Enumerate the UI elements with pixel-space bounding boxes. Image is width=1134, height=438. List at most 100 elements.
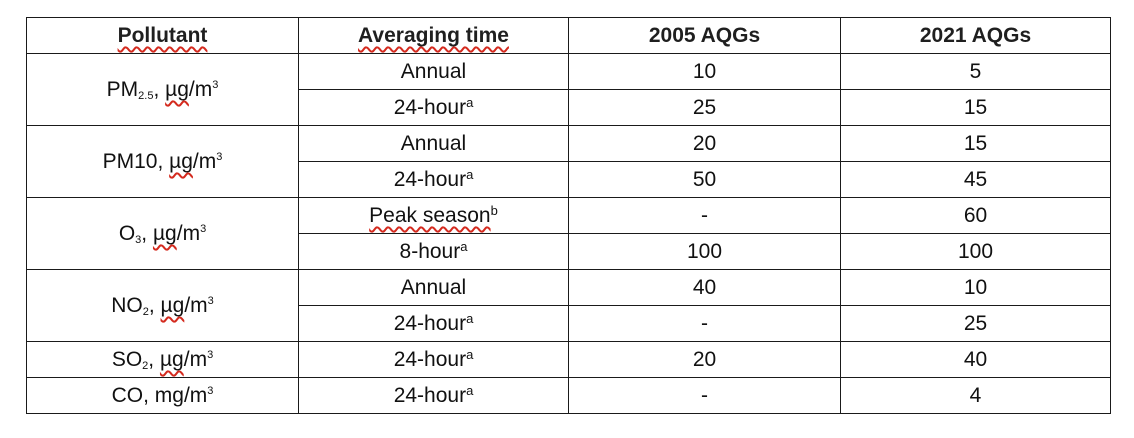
header-averaging-time: Averaging time bbox=[298, 17, 569, 54]
aqg-2005-value: 25 bbox=[568, 89, 841, 126]
aqg-2005-value: - bbox=[568, 197, 841, 234]
pollutant-cell: CO, mg/m3 bbox=[26, 377, 299, 414]
aqg-2021-value: 100 bbox=[840, 233, 1111, 270]
pollutant-separator: , bbox=[148, 348, 160, 371]
table-body: PM2.5, µg/m3 Annual 10 5 24-houra 25 15 PM10, µ… bbox=[26, 53, 1111, 414]
averaging-time-cell: 24-houra bbox=[298, 305, 569, 342]
table-row: PM2.5, µg/m3 Annual 10 5 bbox=[26, 53, 1111, 126]
averaging-time-label: Annual bbox=[400, 276, 467, 299]
table-header: Pollutant Averaging time 2005 AQGs 2021 … bbox=[26, 17, 1111, 54]
aqg-2021-value: 25 bbox=[840, 305, 1111, 342]
unit-superscript: 3 bbox=[216, 151, 223, 163]
pollutant-separator: , bbox=[153, 78, 166, 101]
pollutant-separator: , bbox=[141, 222, 153, 245]
unit-rest: /m bbox=[188, 78, 213, 101]
averaging-time-label: 24-hour bbox=[393, 312, 467, 335]
unit-base: µg bbox=[165, 78, 189, 101]
averaging-time-cell: Annual bbox=[298, 269, 569, 306]
table-row: PM10, µg/m3 Annual 20 15 bbox=[26, 125, 1111, 198]
averaging-time-cell: 24-houra bbox=[298, 341, 569, 378]
footnote-marker: a bbox=[466, 383, 474, 398]
pollutant-subscript: 2 bbox=[142, 360, 149, 372]
footnote-marker: a bbox=[460, 239, 468, 254]
aqg-2005-value: 50 bbox=[568, 161, 841, 198]
unit-superscript: 3 bbox=[212, 79, 219, 91]
aqg-2005-value: - bbox=[568, 377, 841, 414]
aqg-2021-value: 45 bbox=[840, 161, 1111, 198]
averaging-time-cell: Annual bbox=[298, 125, 569, 162]
averaging-time-cell: 24-houra bbox=[298, 161, 569, 198]
table-row: SO2, µg/m3 24-houra 20 40 bbox=[26, 341, 1111, 378]
pollutant-separator: , bbox=[148, 294, 161, 317]
unit-rest: /m bbox=[184, 294, 208, 317]
pollutant-subscript: 3 bbox=[135, 234, 142, 246]
unit-rest: /m bbox=[176, 222, 201, 245]
unit-rest: /m bbox=[192, 150, 217, 173]
pollutant-subscript: 2.5 bbox=[138, 90, 154, 102]
pollutant-name: NO bbox=[111, 294, 143, 317]
pollutant-name: O bbox=[118, 222, 136, 245]
aqg-2021-value: 10 bbox=[840, 269, 1111, 306]
pollutant-name: CO bbox=[111, 384, 144, 407]
unit-rest: /m bbox=[183, 384, 208, 407]
unit-base: µg bbox=[169, 150, 193, 173]
aqg-2021-value: 40 bbox=[840, 341, 1111, 378]
header-pollutant: Pollutant bbox=[26, 17, 299, 54]
averaging-time-label: 24-hour bbox=[393, 96, 467, 119]
header-averaging-time-label: Averaging time bbox=[358, 24, 509, 47]
table-row: CO, mg/m3 24-houra -4 bbox=[26, 377, 1111, 414]
averaging-time-cell: Peak seasonb bbox=[298, 197, 569, 234]
header-pollutant-label: Pollutant bbox=[117, 24, 208, 47]
unit-superscript: 3 bbox=[207, 349, 214, 361]
pollutant-name: PM10 bbox=[102, 150, 158, 173]
table-row: NO2, µg/m3 Annual 40 10 bbox=[26, 269, 1111, 342]
footnote-marker: b bbox=[490, 203, 498, 218]
unit-base: µg bbox=[152, 222, 177, 245]
averaging-time-label: 8-hour bbox=[399, 240, 461, 263]
averaging-time-cell: Annual bbox=[298, 53, 569, 90]
table-row: O3, µg/m3 Peak seasonb -60 bbox=[26, 197, 1111, 270]
aqg-2005-value: 10 bbox=[568, 53, 841, 90]
header-row: Pollutant Averaging time 2005 AQGs 2021 … bbox=[26, 17, 1111, 54]
averaging-time-label: 24-hour bbox=[393, 168, 467, 191]
pollutant-subscript: 2 bbox=[142, 306, 149, 318]
aqg-2005-value: 100 bbox=[568, 233, 841, 270]
aqg-2021-value: 15 bbox=[840, 125, 1111, 162]
table-row: 24-houra 50 45 bbox=[27, 161, 1111, 198]
averaging-time-label: Annual bbox=[400, 132, 467, 155]
aqg-2021-value: 60 bbox=[840, 197, 1111, 234]
pollutant-name: SO bbox=[111, 348, 143, 371]
averaging-time-cell: 24-houra bbox=[298, 89, 569, 126]
table-row: 24-houra 25 15 bbox=[27, 89, 1111, 126]
unit-superscript: 3 bbox=[207, 295, 214, 307]
pollutant-separator: , bbox=[157, 150, 170, 173]
unit-base: µg bbox=[159, 348, 184, 371]
aqg-2005-value: 20 bbox=[568, 341, 841, 378]
aqg-2021-value: 15 bbox=[840, 89, 1111, 126]
footnote-marker: a bbox=[466, 347, 474, 362]
averaging-time-label: 24-hour bbox=[393, 384, 467, 407]
unit-base: mg bbox=[154, 384, 184, 407]
table-row: 24-houra -25 bbox=[27, 305, 1111, 342]
footnote-marker: a bbox=[466, 95, 474, 110]
aqg-2005-value: - bbox=[568, 305, 841, 342]
footnote-marker: a bbox=[466, 167, 474, 182]
averaging-time-cell: 8-houra bbox=[298, 233, 569, 270]
footnote-marker: a bbox=[466, 311, 474, 326]
aqg-2005-value: 40 bbox=[568, 269, 841, 306]
header-2021-aqgs: 2021 AQGs bbox=[840, 17, 1111, 54]
unit-superscript: 3 bbox=[200, 223, 207, 235]
pollutant-cell: SO2, µg/m3 bbox=[26, 341, 299, 378]
aqg-2021-value: 5 bbox=[840, 53, 1111, 90]
pollutant-cell: NO2, µg/m3 bbox=[26, 269, 299, 342]
pollutant-separator: , bbox=[143, 384, 155, 407]
averaging-time-label: Peak season bbox=[369, 204, 491, 227]
pollutant-name: PM bbox=[106, 78, 139, 101]
aqg-table: Pollutant Averaging time 2005 AQGs 2021 … bbox=[26, 17, 1111, 414]
header-2005-aqgs: 2005 AQGs bbox=[568, 17, 841, 54]
averaging-time-cell: 24-houra bbox=[298, 377, 569, 414]
aqg-2005-value: 20 bbox=[568, 125, 841, 162]
pollutant-cell: PM2.5, µg/m3 bbox=[26, 53, 299, 126]
averaging-time-label: Annual bbox=[400, 60, 467, 83]
unit-rest: /m bbox=[183, 348, 208, 371]
